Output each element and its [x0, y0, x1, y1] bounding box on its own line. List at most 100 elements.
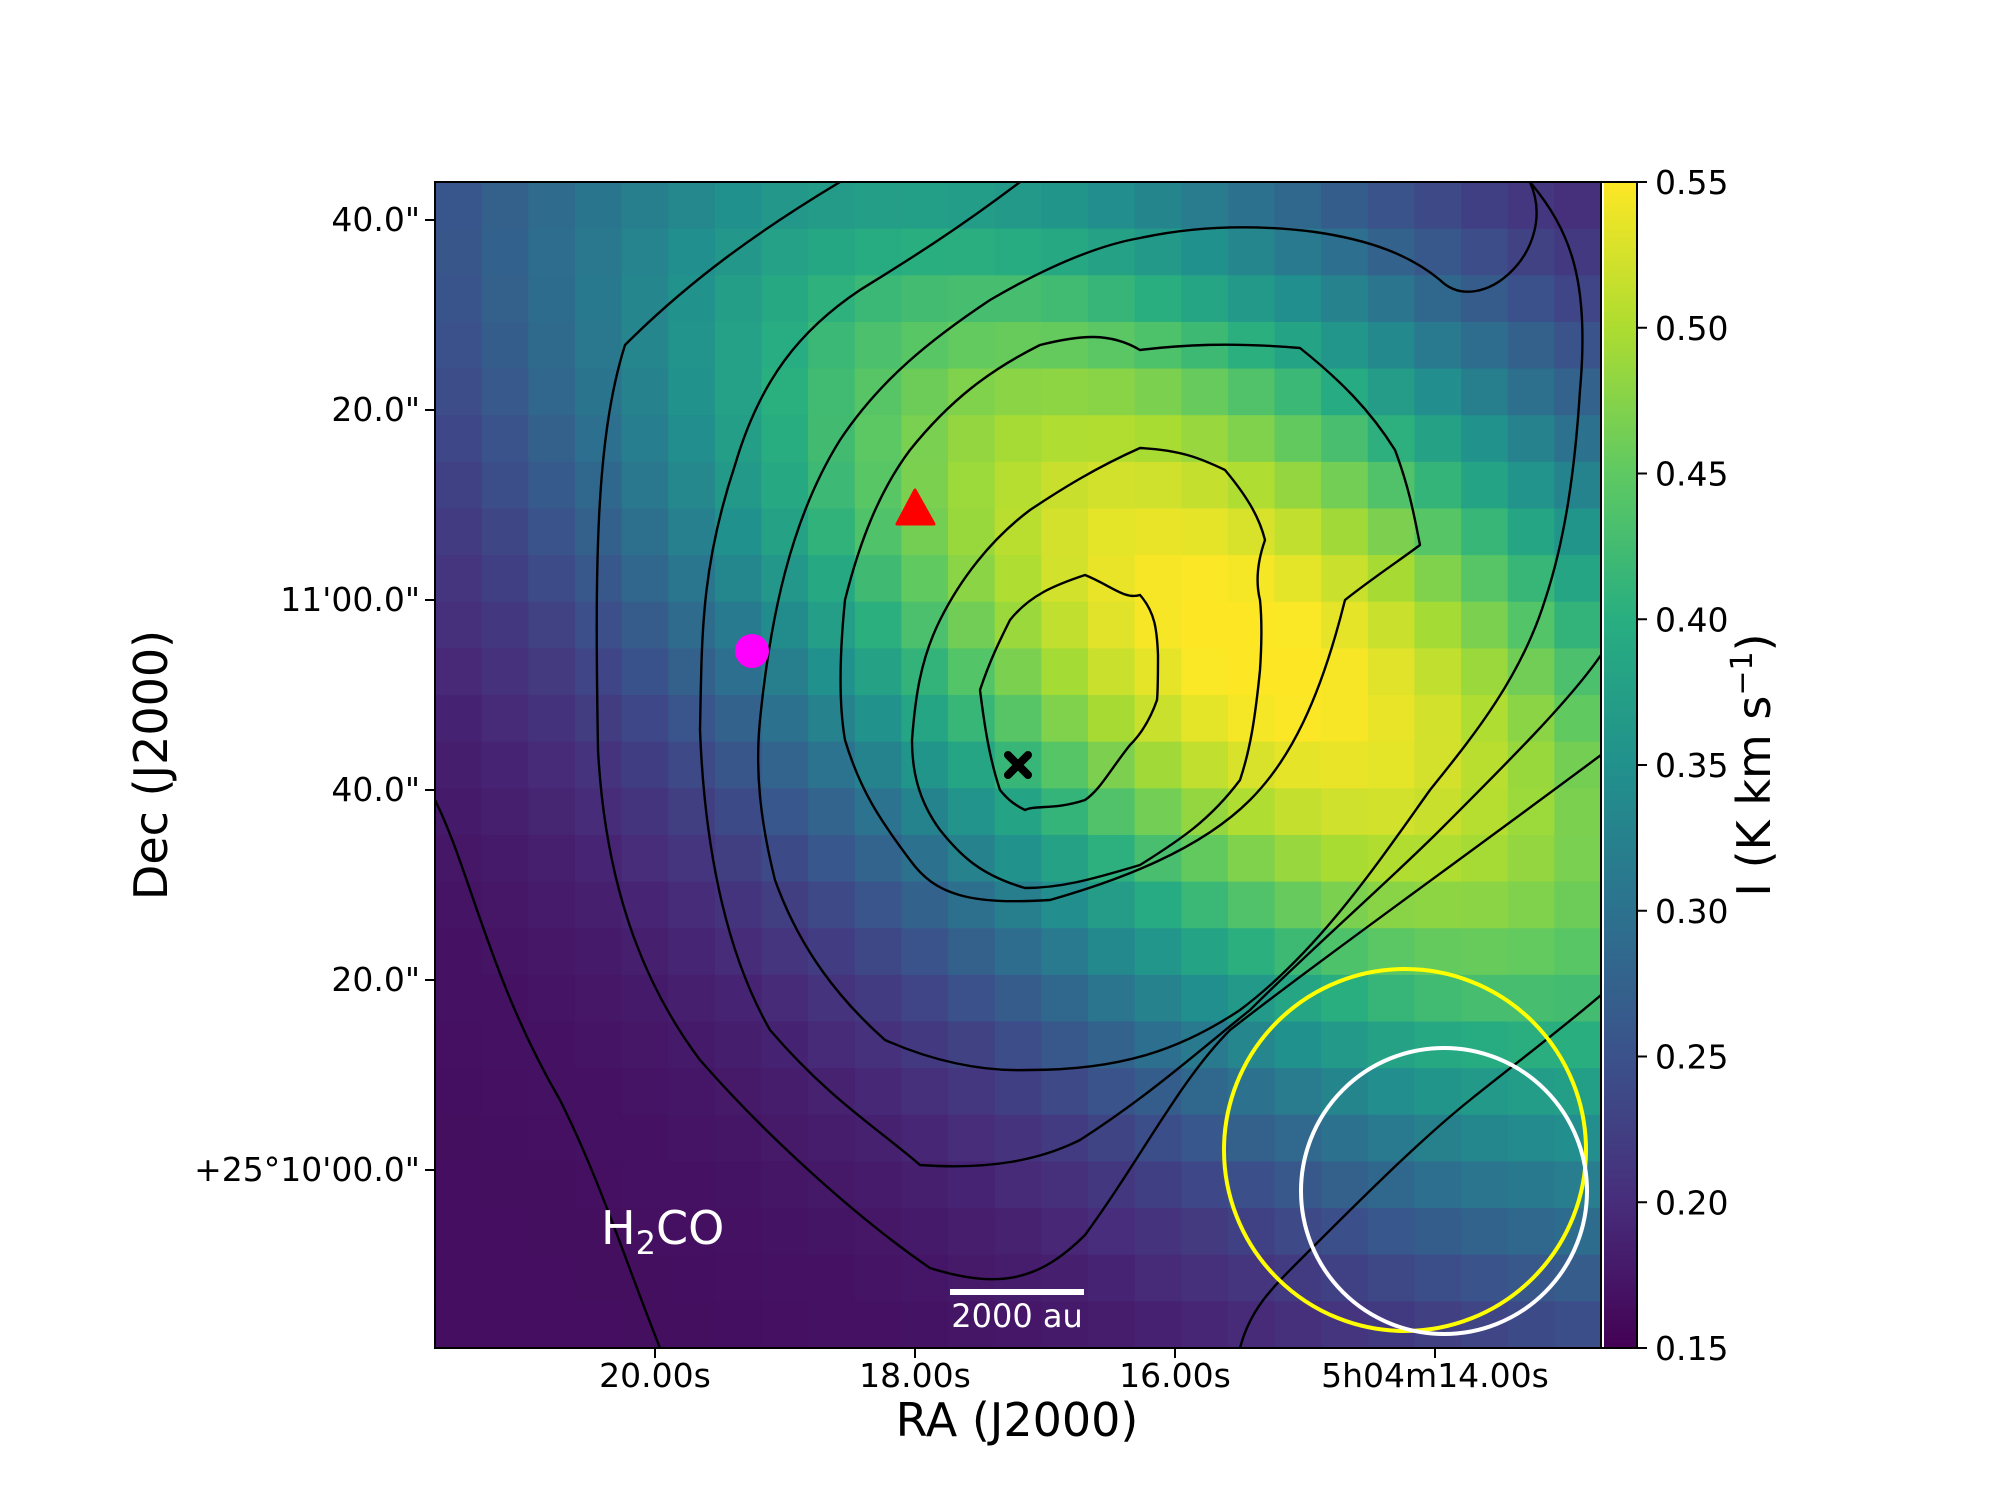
map-pixel — [668, 1254, 716, 1302]
map-pixel — [994, 601, 1042, 649]
map-pixel — [714, 555, 763, 603]
map-pixel — [1041, 1208, 1089, 1256]
contour-level-1 — [435, 799, 662, 1348]
map-pixel — [621, 182, 669, 230]
map-pixel — [621, 695, 669, 743]
map-pixel — [621, 1254, 669, 1302]
map-pixel — [1274, 461, 1322, 510]
map-pixel — [901, 415, 949, 463]
map-pixel — [574, 1021, 623, 1069]
map-pixel — [1274, 601, 1322, 649]
map-pixel — [1461, 415, 1509, 463]
contour-level-2 — [595, 182, 1601, 1281]
map-pixel — [854, 601, 902, 649]
map-pixel — [994, 461, 1042, 510]
map-pixel — [668, 182, 716, 230]
map-pixel — [1087, 1254, 1136, 1302]
map-pixel — [1227, 415, 1276, 463]
map-pixel — [528, 788, 576, 836]
map-pixel — [901, 275, 949, 323]
map-pixel — [1041, 508, 1089, 556]
map-pixel — [901, 228, 949, 276]
map-pixel — [948, 695, 996, 743]
map-pixel — [435, 508, 483, 556]
map-pixel — [1554, 228, 1601, 276]
map-pixel — [1461, 881, 1509, 929]
map-pixel — [714, 788, 763, 836]
map-pixel — [948, 555, 996, 603]
map-pixel — [1367, 1021, 1416, 1069]
map-pixel — [1414, 788, 1462, 836]
map-pixel — [714, 928, 763, 976]
map-pixel — [1367, 741, 1416, 789]
map-pixel — [528, 368, 576, 416]
map-pixel — [528, 695, 576, 743]
map-pixel — [1181, 461, 1229, 510]
map-pixel — [621, 321, 669, 370]
map-pixel — [1554, 1254, 1601, 1302]
map-pixel — [948, 228, 996, 276]
map-pixel — [1414, 415, 1462, 463]
map-pixel — [481, 1254, 529, 1302]
map-pixel — [761, 415, 809, 463]
map-pixel — [1367, 974, 1416, 1023]
y-tick-label: 40.0" — [331, 200, 420, 239]
yellow-beam — [1222, 967, 1588, 1333]
map-pixel — [435, 1021, 483, 1069]
map-pixel — [761, 1161, 809, 1209]
map-pixel — [1134, 788, 1182, 836]
map-pixel — [435, 275, 483, 323]
map-pixel — [808, 228, 856, 276]
map-pixel — [854, 974, 902, 1023]
map-pixel — [1227, 368, 1276, 416]
colorbar-tick-label: 0.30 — [1655, 892, 1728, 931]
map-pixel — [668, 461, 716, 510]
map-pixel — [1367, 461, 1416, 510]
map-pixel — [481, 1208, 529, 1256]
map-pixel — [1414, 368, 1462, 416]
map-pixel — [1414, 555, 1462, 603]
map-pixel — [621, 928, 669, 976]
colorbar-tick-label: 0.40 — [1655, 600, 1728, 639]
map-pixel — [1227, 461, 1276, 510]
map-pixel — [1507, 601, 1555, 649]
map-pixel — [1367, 1208, 1416, 1256]
map-pixel — [1274, 1068, 1322, 1116]
y-tick-label: 20.0" — [331, 390, 420, 429]
map-pixel — [1181, 1068, 1229, 1116]
map-pixel — [994, 788, 1042, 836]
map-pixel — [1227, 182, 1276, 230]
map-pixel — [1274, 648, 1322, 696]
map-pixel — [574, 1068, 623, 1116]
map-pixel — [1321, 228, 1369, 276]
map-pixel — [761, 974, 809, 1023]
map-pixel — [761, 1114, 809, 1163]
map-pixel — [668, 1114, 716, 1163]
map-pixel — [481, 415, 529, 463]
map-pixel — [1321, 788, 1369, 836]
map-pixel — [994, 1068, 1042, 1116]
map-pixel — [1134, 415, 1182, 463]
molecule-label: H2CO — [601, 1201, 724, 1262]
map-pixel — [994, 648, 1042, 696]
map-pixel — [994, 555, 1042, 603]
map-pixel — [435, 1068, 483, 1116]
map-pixel — [901, 1254, 949, 1302]
map-pixel — [854, 321, 902, 370]
map-pixel — [1414, 1114, 1462, 1163]
map-pixel — [1181, 601, 1229, 649]
map-pixel — [1181, 648, 1229, 696]
map-pixel — [1461, 182, 1509, 230]
map-pixel — [994, 1301, 1042, 1348]
map-pixel — [854, 1301, 902, 1348]
map-pixel — [901, 974, 949, 1023]
map-pixel — [1181, 1114, 1229, 1163]
map-pixel — [435, 648, 483, 696]
map-pixel — [1274, 881, 1322, 929]
map-pixel — [1367, 368, 1416, 416]
map-pixel — [621, 1208, 669, 1256]
map-pixel — [481, 1021, 529, 1069]
map-pixel — [948, 1114, 996, 1163]
map-pixel — [1227, 1301, 1276, 1348]
map-pixel — [1554, 648, 1601, 696]
